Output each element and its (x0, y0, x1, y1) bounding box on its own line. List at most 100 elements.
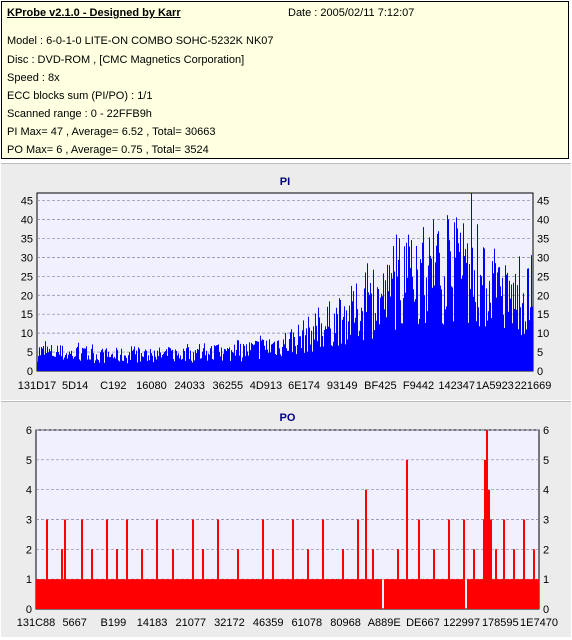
data-bar (431, 258, 432, 371)
data-bar (140, 579, 141, 609)
data-bar (223, 579, 224, 609)
data-bar (243, 343, 244, 371)
data-bar (528, 579, 529, 609)
data-bar (231, 579, 232, 609)
data-bar (437, 579, 438, 609)
data-bar (414, 301, 415, 371)
data-bar (472, 247, 473, 371)
y-tick-label-right: 2 (543, 544, 549, 556)
spike-bar (172, 549, 174, 609)
y-tick-label-left: 5 (27, 347, 33, 359)
data-bar (349, 579, 350, 609)
peak-bar (433, 219, 434, 371)
data-bar (475, 302, 476, 371)
data-bar (203, 348, 204, 371)
data-bar (422, 579, 423, 609)
data-bar (457, 228, 458, 371)
data-bar (359, 330, 360, 371)
data-bar (184, 351, 185, 371)
data-bar (378, 289, 379, 371)
data-bar (84, 348, 85, 371)
data-bar (100, 352, 101, 371)
data-bar (415, 299, 416, 371)
data-bar (108, 579, 109, 609)
data-bar (95, 360, 96, 371)
data-bar (156, 359, 157, 371)
data-bar (445, 309, 446, 371)
data-bar (375, 313, 376, 371)
data-bar (275, 579, 276, 609)
data-bar (296, 579, 297, 609)
data-bar (427, 579, 428, 609)
spike-bar (307, 549, 309, 609)
po-chart: PO 0 0 1 1 2 2 3 3 4 4 5 5 6 6 131C88 5667 B199 14183 21077… (17, 412, 558, 629)
data-bar (478, 579, 479, 609)
data-bar (446, 579, 447, 609)
data-bar (420, 579, 421, 609)
data-bar (146, 350, 147, 371)
data-bar (213, 359, 214, 371)
y-tick-label-right: 20 (537, 290, 549, 302)
data-bar (197, 579, 198, 609)
data-bar (483, 247, 484, 371)
x-tick-label: 6E174 (288, 380, 320, 392)
data-bar (179, 358, 180, 371)
data-bar (348, 321, 349, 371)
data-bar (307, 351, 308, 371)
data-bar (299, 579, 300, 609)
data-bar (425, 579, 426, 609)
data-bar (305, 335, 306, 371)
data-bar (506, 274, 507, 371)
peak-bar (492, 261, 493, 371)
data-bar (314, 579, 315, 609)
data-bar (280, 354, 281, 371)
data-bar (400, 300, 401, 371)
data-bar (403, 579, 404, 609)
spike-bar (342, 549, 344, 609)
data-bar (369, 579, 370, 609)
data-bar (216, 579, 217, 609)
data-bar (364, 579, 365, 609)
data-bar (120, 579, 121, 609)
data-bar (455, 579, 456, 609)
data-bar (213, 579, 214, 609)
data-bar (215, 346, 216, 371)
data-bar (360, 320, 361, 371)
data-bar (211, 346, 212, 371)
data-bar (194, 579, 195, 609)
data-bar (473, 296, 474, 371)
data-bar (190, 350, 191, 371)
data-bar (350, 579, 351, 609)
data-bar (221, 579, 222, 609)
data-bar (341, 343, 342, 371)
data-bar (372, 338, 373, 371)
data-bar (56, 352, 57, 371)
data-bar (255, 340, 256, 371)
data-bar (71, 579, 72, 609)
data-bar (416, 246, 417, 371)
data-bar (111, 354, 112, 371)
spike-bar (473, 549, 475, 609)
data-bar (169, 579, 170, 609)
data-bar (207, 360, 208, 371)
data-bar (445, 579, 446, 609)
data-bar (412, 579, 413, 609)
data-bar (278, 340, 279, 371)
data-bar (235, 579, 236, 609)
data-bar (497, 579, 498, 609)
data-bar (94, 363, 95, 371)
spike-bar (217, 519, 219, 609)
spike-bar (202, 549, 204, 609)
data-bar (145, 349, 146, 371)
data-bar (319, 317, 320, 371)
data-bar (316, 325, 317, 371)
data-bar (246, 344, 247, 371)
data-bar (495, 263, 496, 371)
data-bar (198, 579, 199, 609)
data-bar (311, 330, 312, 371)
data-bar (205, 355, 206, 371)
data-bar (258, 341, 259, 371)
data-bar (444, 276, 445, 371)
data-bar (126, 357, 127, 371)
data-bar (283, 339, 284, 371)
